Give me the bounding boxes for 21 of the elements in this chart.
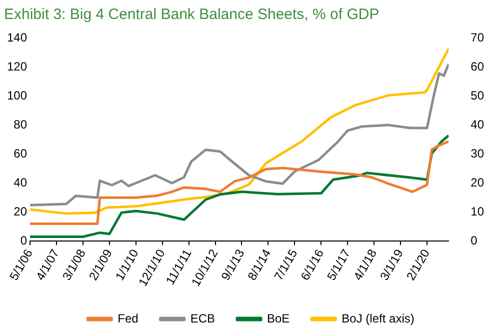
y2-tick-label: 20: [470, 175, 484, 190]
y-tick-label: 120: [6, 59, 28, 74]
y-tick-label: 80: [14, 117, 28, 132]
legend-label: Fed: [118, 311, 138, 326]
chart-title: Exhibit 3: Big 4 Central Bank Balance Sheets, % of GDP: [4, 6, 380, 24]
y2-tick-label: 50: [470, 88, 484, 102]
y-tick-label: 40: [14, 175, 28, 190]
y2-tick-label: 60: [470, 59, 484, 74]
legend-label: BoJ (left axis): [342, 311, 414, 326]
y2-tick-label: 0: [470, 233, 478, 248]
y-tick-label: 140: [6, 30, 28, 44]
y2-tick-label: 30: [470, 146, 484, 160]
y-tick-label: 60: [14, 146, 28, 160]
y-tick-label: 0: [20, 233, 28, 248]
y-tick-label: 20: [14, 204, 28, 218]
y2-tick-label: 40: [470, 117, 484, 132]
y2-tick-label: 70: [470, 30, 484, 44]
legend-label: BoE: [266, 311, 290, 326]
legend-label: ECB: [190, 311, 216, 326]
y2-tick-label: 10: [470, 204, 484, 218]
y-tick-label: 100: [6, 88, 28, 102]
